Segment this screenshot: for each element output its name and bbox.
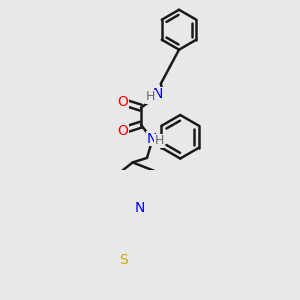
Text: H: H — [154, 134, 164, 148]
Text: H: H — [146, 90, 155, 103]
Text: O: O — [117, 124, 128, 138]
Text: O: O — [117, 95, 128, 109]
Text: N: N — [153, 87, 163, 101]
Text: N: N — [147, 132, 157, 145]
Text: N: N — [134, 201, 145, 215]
Text: S: S — [119, 253, 128, 267]
